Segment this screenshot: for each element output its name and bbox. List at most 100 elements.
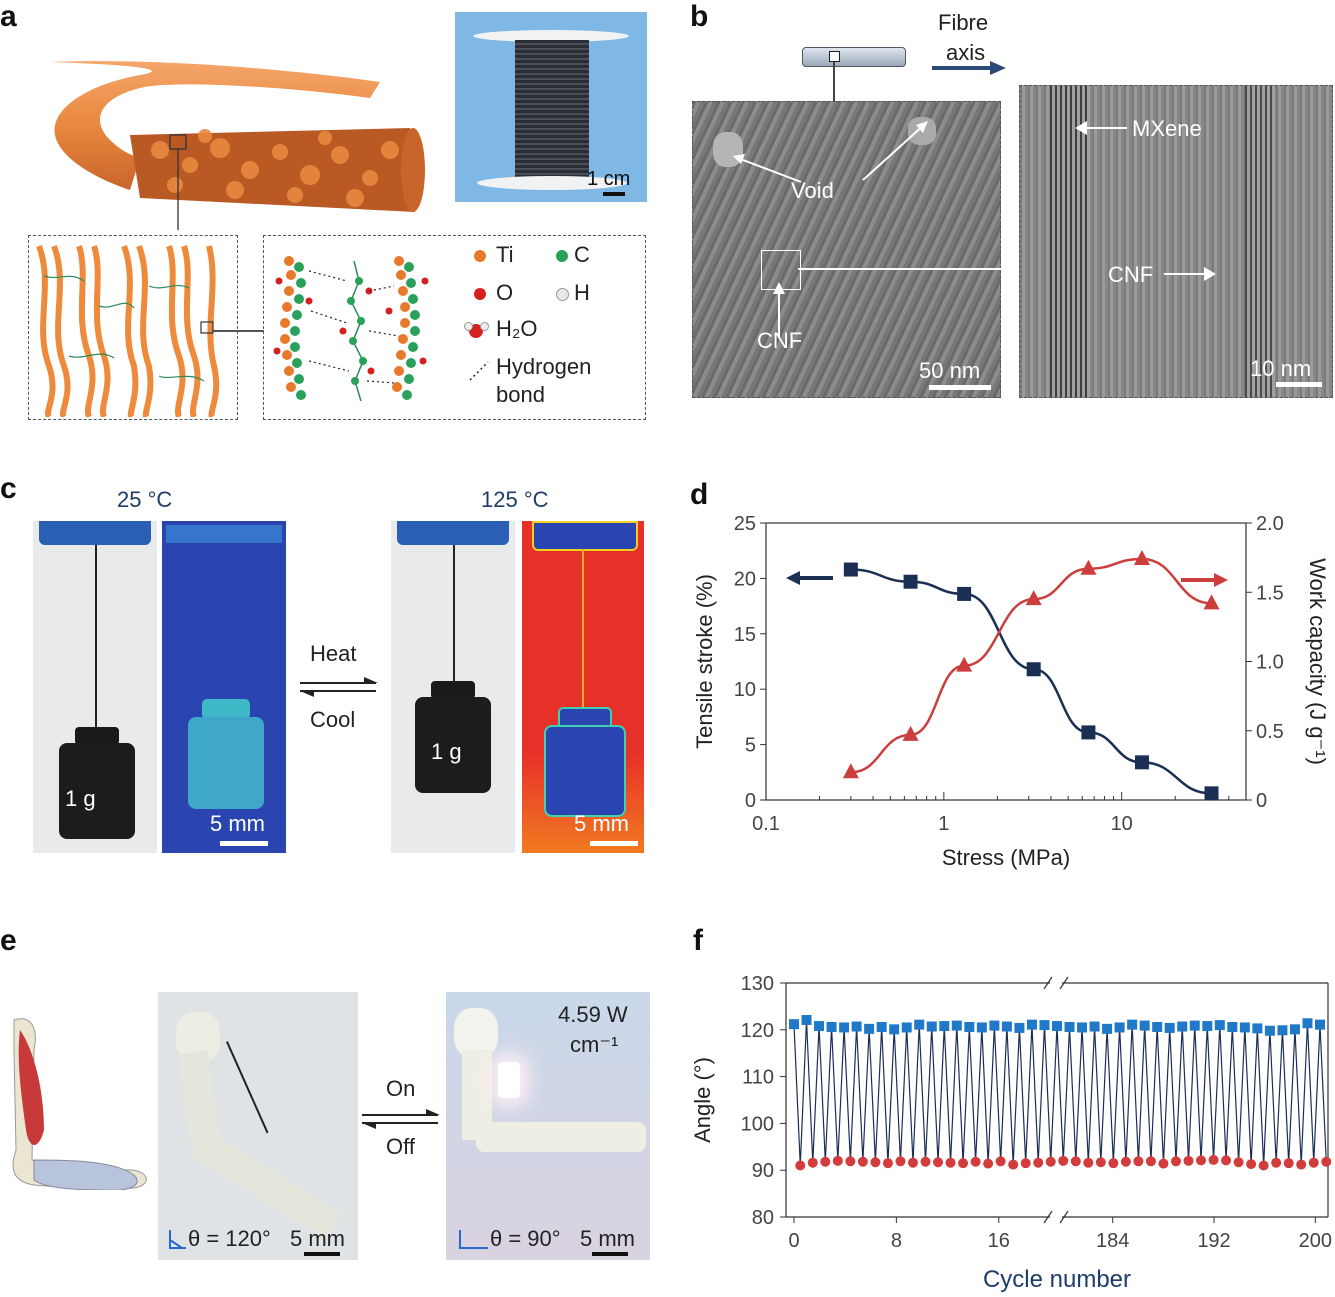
cnf-label-left: CNF — [757, 328, 803, 353]
low-angle-point — [945, 1157, 956, 1168]
scale-label: 1 cm — [587, 168, 631, 190]
data-point-square — [1134, 755, 1149, 770]
scale-label-e-right: 5 mm — [580, 1226, 635, 1251]
panel-label-c: c — [0, 472, 17, 505]
scale-label-50nm: 50 nm — [919, 358, 981, 383]
y-tick-label: 120 — [741, 1020, 774, 1042]
mxene-arrow-icon — [1075, 121, 1127, 135]
high-angle-point — [1264, 1025, 1275, 1036]
y-left-tick-label: 0 — [745, 790, 756, 812]
high-angle-point — [1052, 1021, 1062, 1032]
low-angle-point — [958, 1158, 969, 1169]
high-angle-point — [1064, 1021, 1075, 1032]
cnf-arrow-icon — [1164, 267, 1216, 281]
scale-label-e-left: 5 mm — [290, 1226, 345, 1251]
data-point-square — [1204, 786, 1219, 801]
spool-photo: 1 cm — [455, 12, 647, 202]
chart-f: 80 90 100 110 120 130 0 8 16 184 192 200 Cycle numbe… — [690, 973, 1332, 1293]
x-tick-label: 16 — [988, 1230, 1010, 1252]
high-angle-point — [926, 1021, 937, 1032]
low-angle-point — [1145, 1156, 1156, 1167]
x-tick-label: 0 — [788, 1230, 799, 1252]
high-angle-point — [1026, 1019, 1037, 1030]
low-angle-point — [882, 1158, 893, 1169]
y-right-tick-label: 1.5 — [1256, 582, 1284, 604]
y-left-tick-label: 10 — [734, 679, 756, 701]
x-tick-label: 184 — [1096, 1230, 1129, 1252]
data-point-triangle — [1025, 590, 1042, 606]
fibre-connector — [833, 62, 835, 102]
low-angle-point — [1183, 1155, 1194, 1166]
heat-label: Heat — [310, 641, 357, 666]
data-point-square — [957, 586, 972, 601]
low-angle-point — [857, 1156, 868, 1167]
mxene-layers — [36, 244, 220, 419]
x-tick-label: 0.1 — [752, 813, 780, 835]
scale-label-c-left: 5 mm — [210, 811, 265, 836]
fibre-icon — [802, 47, 906, 67]
high-angle-point — [1302, 1018, 1313, 1029]
scale-bar — [603, 192, 625, 196]
temp-low-label: 25 °C — [117, 487, 173, 512]
tem-image-right: MXene CNF 10 nm — [1019, 85, 1333, 398]
data-point-triangle — [842, 763, 859, 779]
low-angle-point — [1083, 1157, 1094, 1168]
high-angle-point — [864, 1023, 875, 1034]
low-angle-point — [845, 1156, 856, 1167]
legend-c: C — [574, 242, 590, 267]
panel-label-b: b — [690, 0, 709, 33]
y-tick-label: 90 — [752, 1160, 774, 1182]
c-atom-icon — [556, 250, 568, 262]
low-angle-point — [1108, 1158, 1119, 1169]
scale-label-10nm: 10 nm — [1250, 356, 1312, 381]
high-angle-point — [1102, 1023, 1113, 1034]
high-angle-point — [1177, 1021, 1188, 1032]
high-angle-point — [839, 1022, 850, 1033]
scale-bar-c-left — [220, 841, 268, 846]
high-angle-point — [1189, 1020, 1200, 1031]
y-right-tick-label: 0.5 — [1256, 721, 1284, 743]
high-angle-point — [876, 1021, 887, 1032]
low-angle-point — [970, 1156, 981, 1167]
data-point-triangle — [1203, 594, 1220, 610]
mxene-label: MXene — [1132, 116, 1202, 141]
high-angle-point — [1164, 1022, 1175, 1033]
axis-break-mark — [1059, 976, 1069, 990]
arm-photo-120: θ = 120° 5 mm — [158, 992, 358, 1260]
low-angle-point — [870, 1157, 881, 1168]
panel-label-f: f — [693, 924, 703, 957]
data-point-square — [903, 574, 918, 589]
low-angle-point — [832, 1155, 843, 1166]
high-angle-point — [1139, 1020, 1150, 1031]
high-angle-point — [889, 1024, 900, 1035]
scale-bar-10nm — [1276, 382, 1322, 387]
legend-hbond-1: Hydrogen — [496, 354, 592, 379]
angle-icon-left — [169, 1230, 186, 1249]
low-angle-point — [807, 1157, 818, 1168]
angle-trace-line — [793, 1019, 1327, 1166]
low-angle-point — [1283, 1158, 1294, 1169]
scale-bar-50nm — [929, 385, 991, 390]
axis-break-mark — [1043, 1210, 1053, 1224]
high-angle-point — [1214, 1020, 1225, 1031]
fibre-axis-label-2: axis — [946, 40, 986, 65]
fibre-axis-label-1: Fibre — [938, 10, 989, 35]
high-angle-point — [989, 1020, 1000, 1031]
low-angle-point — [1246, 1159, 1257, 1170]
chart-d: 0 5 10 15 20 25 0 0.5 1.0 1.5 2.0 0.1 1 10 Stress (MPa… — [692, 513, 1330, 870]
y-left-tick-label: 15 — [734, 624, 756, 646]
panel-label-a: a — [0, 0, 17, 33]
arm-photo-90: 4.59 W cm⁻¹ θ = 90° 5 mm — [446, 992, 650, 1260]
high-angle-point — [939, 1021, 950, 1032]
panel-label-d: d — [690, 478, 709, 511]
theta-label-left: θ = 120° — [188, 1226, 271, 1251]
high-angle-point — [801, 1014, 812, 1025]
axis-break-mark — [1043, 976, 1053, 990]
low-angle-point — [983, 1158, 994, 1169]
ti-atom-icon — [474, 250, 486, 262]
high-angle-point — [1014, 1022, 1025, 1033]
axis-break-mark — [1059, 1210, 1069, 1224]
high-angle-point — [914, 1019, 925, 1030]
y-left-tick-label: 5 — [745, 735, 756, 757]
cool-label: Cool — [310, 707, 356, 732]
